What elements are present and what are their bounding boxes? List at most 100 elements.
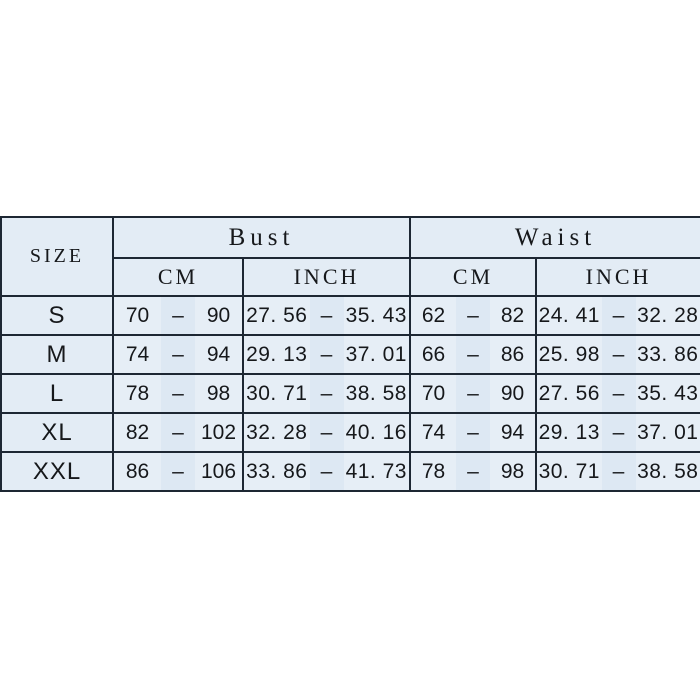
value-high: 37. 01	[343, 336, 410, 373]
waist-inch-range: 24. 41 – 32. 28	[535, 295, 700, 336]
waist-inch-range: 27. 56 – 35. 43	[535, 373, 700, 414]
bust-inch-range: 27. 56 – 35. 43	[241, 295, 412, 336]
value-low: 78	[114, 375, 161, 412]
value-high: 90	[490, 375, 536, 412]
range-dash: –	[456, 336, 491, 373]
value-high: 106	[195, 453, 242, 490]
range-dash: –	[456, 375, 491, 412]
range-dash: –	[309, 453, 344, 490]
waist-cm-range: 70 – 90	[409, 373, 538, 414]
range-dash: –	[601, 336, 636, 373]
value-low: 30. 71	[537, 453, 602, 490]
table-row: XL 82 – 102 32. 28 – 40. 16	[0, 412, 700, 453]
value-low: 86	[114, 453, 161, 490]
value-high: 32. 28	[635, 297, 700, 334]
range-dash: –	[161, 336, 195, 373]
value-high: 94	[195, 336, 242, 373]
bust-cm-range: 78 – 98	[112, 373, 244, 414]
value-low: 33. 86	[244, 453, 310, 490]
value-low: 66	[411, 336, 457, 373]
waist-inch-range: 29. 13 – 37. 01	[535, 412, 700, 453]
waist-cm-range: 62 – 82	[409, 295, 538, 336]
range-dash: –	[601, 297, 636, 334]
value-low: 27. 56	[537, 375, 602, 412]
size-label: L	[0, 373, 114, 414]
header-waist-cm: CM	[409, 257, 538, 297]
value-high: 86	[490, 336, 536, 373]
bust-cm-range: 82 – 102	[112, 412, 244, 453]
value-low: 82	[114, 414, 161, 451]
waist-cm-range: 74 – 94	[409, 412, 538, 453]
header-bust-inch: INCH	[241, 257, 412, 297]
table-header-row-units: CM INCH CM INCH	[1, 257, 700, 297]
table-row: M 74 – 94 29. 13 – 37. 01	[0, 334, 700, 375]
value-high: 35. 43	[635, 375, 700, 412]
value-low: 29. 13	[244, 336, 310, 373]
size-chart-table: SIZE Bust Waist CM INCH CM INCH S 70 – 9…	[0, 216, 700, 492]
range-dash: –	[161, 414, 195, 451]
bust-inch-range: 29. 13 – 37. 01	[241, 334, 412, 375]
range-dash: –	[456, 414, 491, 451]
table-row: XXL 86 – 106 33. 86 – 41. 73	[0, 451, 700, 492]
table-header-row-groups: SIZE Bust Waist	[0, 216, 700, 297]
bust-inch-range: 33. 86 – 41. 73	[241, 451, 412, 492]
value-high: 102	[195, 414, 242, 451]
table-row: S 70 – 90 27. 56 – 35. 43	[0, 295, 700, 336]
range-dash: –	[456, 453, 491, 490]
range-dash: –	[601, 414, 636, 451]
value-low: 78	[411, 453, 457, 490]
range-dash: –	[456, 297, 491, 334]
value-high: 41. 73	[343, 453, 410, 490]
value-low: 74	[114, 336, 161, 373]
range-dash: –	[161, 375, 195, 412]
value-low: 24. 41	[537, 297, 602, 334]
value-high: 94	[490, 414, 536, 451]
value-low: 32. 28	[244, 414, 310, 451]
range-dash: –	[161, 297, 195, 334]
value-low: 70	[411, 375, 457, 412]
table-row: L 78 – 98 30. 71 – 38. 58	[0, 373, 700, 414]
bust-inch-range: 32. 28 – 40. 16	[241, 412, 412, 453]
value-high: 37. 01	[635, 414, 700, 451]
value-low: 29. 13	[537, 414, 602, 451]
range-dash: –	[309, 375, 344, 412]
size-label: XL	[0, 412, 114, 453]
value-low: 74	[411, 414, 457, 451]
range-dash: –	[309, 414, 344, 451]
header-group-waist: Waist	[409, 216, 700, 259]
bust-cm-range: 86 – 106	[112, 451, 244, 492]
value-high: 38. 58	[635, 453, 700, 490]
waist-cm-range: 78 – 98	[409, 451, 538, 492]
value-high: 98	[490, 453, 536, 490]
header-waist-inch: INCH	[535, 257, 700, 297]
bust-cm-range: 70 – 90	[112, 295, 244, 336]
size-label: XXL	[0, 451, 114, 492]
value-low: 25. 98	[537, 336, 602, 373]
waist-cm-range: 66 – 86	[409, 334, 538, 375]
value-high: 98	[195, 375, 242, 412]
value-low: 62	[411, 297, 457, 334]
waist-inch-range: 30. 71 – 38. 58	[535, 451, 700, 492]
value-high: 35. 43	[343, 297, 410, 334]
bust-inch-range: 30. 71 – 38. 58	[241, 373, 412, 414]
value-low: 30. 71	[244, 375, 310, 412]
bust-cm-range: 74 – 94	[112, 334, 244, 375]
size-label: S	[0, 295, 114, 336]
value-high: 90	[195, 297, 242, 334]
waist-inch-range: 25. 98 – 33. 86	[535, 334, 700, 375]
value-low: 27. 56	[244, 297, 310, 334]
header-group-bust: Bust	[111, 216, 412, 259]
header-size: SIZE	[0, 216, 114, 297]
value-high: 38. 58	[343, 375, 410, 412]
value-low: 70	[114, 297, 161, 334]
value-high: 40. 16	[343, 414, 410, 451]
value-high: 82	[490, 297, 536, 334]
range-dash: –	[161, 453, 195, 490]
range-dash: –	[601, 375, 636, 412]
size-label: M	[0, 334, 114, 375]
range-dash: –	[309, 297, 344, 334]
value-high: 33. 86	[635, 336, 700, 373]
range-dash: –	[309, 336, 344, 373]
header-bust-cm: CM	[112, 257, 244, 297]
